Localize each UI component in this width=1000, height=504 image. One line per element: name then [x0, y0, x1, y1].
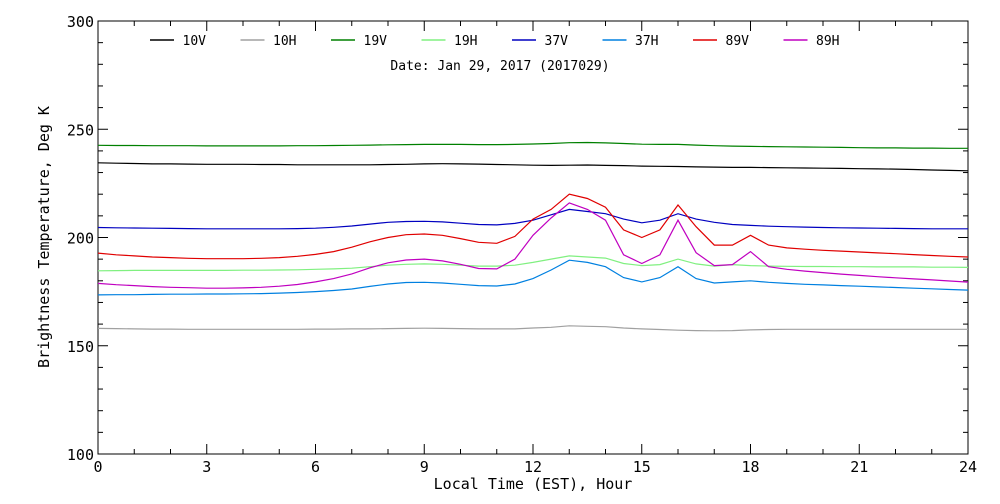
- series-line-10v: [97, 162, 969, 172]
- legend: 10V 10H 19V 19H 37V 37H 89V 89H: [150, 34, 840, 49]
- legend-label: 37V: [545, 34, 569, 49]
- legend-label: 10V: [183, 34, 207, 49]
- x-tick-label: 12: [524, 458, 542, 476]
- legend-label: 19V: [364, 34, 388, 49]
- x-tick-label: 18: [741, 458, 759, 476]
- y-axis-title: Brightness Temperature, Deg K: [35, 106, 53, 368]
- x-tick-label: 24: [959, 458, 977, 476]
- series-line-89h: [97, 202, 969, 289]
- series-line-10h: [97, 325, 968, 332]
- series-line-89v: [97, 193, 969, 260]
- y-tick-label: 100: [67, 446, 94, 464]
- series-line-37v: [97, 208, 968, 230]
- series-lines: [97, 141, 969, 332]
- x-tick-label: 9: [420, 458, 429, 476]
- x-tick-label: 15: [633, 458, 651, 476]
- x-tick-label: 21: [850, 458, 868, 476]
- y-tick-label: 150: [67, 338, 94, 356]
- legend-label: 37H: [635, 34, 658, 49]
- axis-ticks: 0 3 6 9 12 15 18 21 24 100 150 200 250 300: [67, 13, 977, 476]
- x-tick-label: 3: [202, 458, 211, 476]
- y-tick-label: 300: [67, 13, 94, 31]
- legend-label: 19H: [454, 34, 477, 49]
- x-tick-label: 0: [93, 458, 102, 476]
- legend-label: 89H: [816, 34, 839, 49]
- legend-label: 10H: [273, 34, 296, 49]
- y-tick-label: 200: [67, 230, 94, 248]
- series-line-19v: [97, 141, 968, 149]
- series-line-19h: [97, 255, 969, 272]
- series-line-37h: [97, 259, 969, 296]
- x-tick-label: 6: [311, 458, 320, 476]
- x-axis-title: Local Time (EST), Hour: [434, 475, 633, 493]
- date-annotation: Date: Jan 29, 2017 (2017029): [390, 59, 609, 74]
- legend-label: 89V: [726, 34, 750, 49]
- y-tick-label: 250: [67, 121, 94, 139]
- plot-frame: [97, 20, 969, 455]
